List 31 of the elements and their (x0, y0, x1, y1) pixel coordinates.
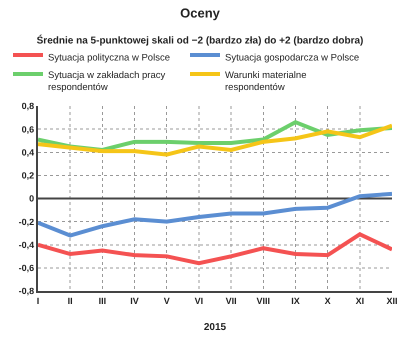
line-series (38, 192, 392, 238)
x-tick-label: V (164, 296, 170, 306)
chart-title: Oceny (180, 6, 221, 21)
x-tick-label: III (98, 296, 106, 306)
x-tick-label: IX (291, 296, 300, 306)
legend-label: Sytuacja gospodarcza w Polsce (225, 52, 360, 64)
y-tick-label: 0,4 (22, 147, 34, 158)
x-tick-label: II (68, 296, 73, 306)
y-tick-label: 0,8 (22, 101, 34, 112)
x-axis-title: 2015 (204, 322, 227, 333)
line-series (38, 232, 392, 266)
y-tick-label: -0,4 (18, 240, 34, 250)
y-tick-label: -0,2 (18, 216, 34, 227)
legend-label: Sytuacja w zakładach pracy respondentów (48, 70, 166, 94)
y-tick-label: -0,8 (18, 286, 34, 296)
x-tick-label: VII (226, 296, 237, 306)
x-tick-label: VI (194, 296, 204, 306)
x-tick-label: VIII (256, 296, 270, 306)
x-tick-label: XI (356, 296, 364, 306)
legend-label: Warunki materialne respondentów (225, 70, 306, 94)
y-tick-label: 0 (29, 194, 34, 204)
y-tick-label: 0,2 (22, 170, 34, 181)
line-series (38, 124, 392, 157)
x-tick-label: XII (386, 296, 398, 306)
x-tick-label: IV (130, 296, 139, 306)
legend-label: Sytuacja polityczna w Polsce (48, 52, 170, 64)
y-tick-label: 0,6 (22, 124, 34, 134)
chart-subtitle: Średnie na 5-punktowej skali od −2 (bardzo zła) do +2 (bardzo dobra) (36, 34, 364, 47)
x-tick-label: X (324, 296, 331, 306)
y-tick-label: -0,6 (18, 263, 34, 274)
x-tick-label: I (36, 296, 40, 306)
